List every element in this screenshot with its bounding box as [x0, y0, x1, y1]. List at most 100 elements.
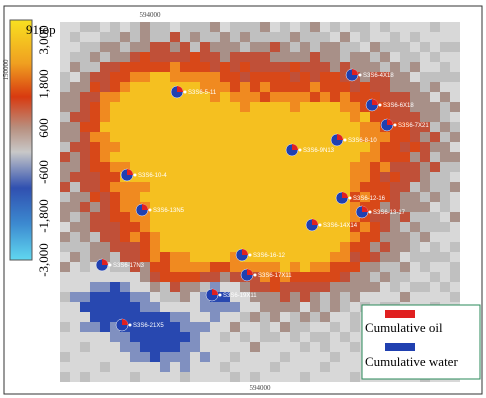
heat-cell: [340, 262, 350, 272]
heat-cell: [100, 232, 110, 242]
heat-cell: [160, 262, 170, 272]
heat-cell: [280, 242, 290, 252]
heat-cell: [60, 222, 70, 232]
heat-cell: [160, 92, 170, 102]
heat-cell: [420, 232, 430, 242]
heat-cell: [400, 252, 410, 262]
heat-cell: [420, 252, 430, 262]
heat-cell: [140, 112, 150, 122]
heat-cell: [270, 102, 280, 112]
heat-cell: [320, 272, 330, 282]
heat-cell: [90, 242, 100, 252]
heat-cell: [300, 372, 310, 382]
heat-cell: [420, 82, 430, 92]
heat-cell: [60, 92, 70, 102]
heat-cell: [60, 252, 70, 262]
heat-cell: [110, 152, 120, 162]
heat-cell: [60, 62, 70, 72]
heat-cell: [210, 32, 220, 42]
heat-cell: [320, 222, 330, 232]
heat-cell: [210, 322, 220, 332]
heat-cell: [220, 182, 230, 192]
heat-cell: [60, 42, 70, 52]
heat-cell: [60, 132, 70, 142]
heat-cell: [170, 272, 180, 282]
heat-cell: [320, 332, 330, 342]
heat-cell: [280, 312, 290, 322]
heat-cell: [440, 262, 450, 272]
heat-cell: [420, 212, 430, 222]
heat-cell: [390, 252, 400, 262]
heat-cell: [210, 42, 220, 52]
heat-cell: [320, 122, 330, 132]
heat-cell: [140, 352, 150, 362]
heat-cell: [110, 332, 120, 342]
heat-cell: [60, 282, 70, 292]
heat-cell: [400, 212, 410, 222]
heat-cell: [70, 202, 80, 212]
heat-cell: [380, 242, 390, 252]
heat-cell: [330, 122, 340, 132]
heat-cell: [240, 342, 250, 352]
heat-cell: [150, 302, 160, 312]
heat-cell: [430, 262, 440, 272]
heat-cell: [310, 312, 320, 322]
heat-cell: [330, 202, 340, 212]
heat-cell: [400, 202, 410, 212]
heat-cell: [180, 22, 190, 32]
heat-cell: [130, 342, 140, 352]
heat-cell: [450, 232, 460, 242]
heat-cell: [260, 132, 270, 142]
heat-cell: [160, 22, 170, 32]
heat-cell: [340, 62, 350, 72]
heat-cell: [290, 232, 300, 242]
heat-cell: [230, 52, 240, 62]
heat-cell: [440, 292, 450, 302]
heat-cell: [60, 152, 70, 162]
heat-cell: [180, 242, 190, 252]
heat-cell: [450, 212, 460, 222]
heat-cell: [130, 172, 140, 182]
heat-cell: [190, 272, 200, 282]
heat-cell: [70, 302, 80, 312]
heat-cell: [450, 82, 460, 92]
heat-cell: [250, 22, 260, 32]
legend-swatch: [385, 310, 415, 318]
heat-cell: [160, 252, 170, 262]
heat-cell: [90, 32, 100, 42]
heat-cell: [400, 232, 410, 242]
heat-cell: [380, 282, 390, 292]
heat-cell: [150, 252, 160, 262]
heat-cell: [380, 272, 390, 282]
heat-cell: [170, 22, 180, 32]
heat-cell: [130, 352, 140, 362]
heat-cell: [320, 362, 330, 372]
heat-cell: [350, 142, 360, 152]
heat-cell: [100, 322, 110, 332]
heat-cell: [80, 162, 90, 172]
heat-cell: [300, 92, 310, 102]
heat-cell: [440, 72, 450, 82]
heat-cell: [180, 102, 190, 112]
heat-cell: [390, 22, 400, 32]
heat-cell: [70, 362, 80, 372]
heat-cell: [280, 262, 290, 272]
heat-cell: [300, 42, 310, 52]
heat-cell: [300, 232, 310, 242]
heat-cell: [180, 322, 190, 332]
heat-cell: [260, 102, 270, 112]
heat-cell: [270, 162, 280, 172]
heat-cell: [160, 322, 170, 332]
heat-cell: [140, 132, 150, 142]
heat-cell: [370, 272, 380, 282]
heat-cell: [130, 82, 140, 92]
heat-cell: [320, 152, 330, 162]
heat-cell: [430, 192, 440, 202]
heat-cell: [110, 242, 120, 252]
heat-cell: [440, 52, 450, 62]
heat-cell: [240, 102, 250, 112]
heat-cell: [290, 192, 300, 202]
heat-cell: [370, 212, 380, 222]
heat-cell: [130, 332, 140, 342]
heat-cell: [260, 42, 270, 52]
